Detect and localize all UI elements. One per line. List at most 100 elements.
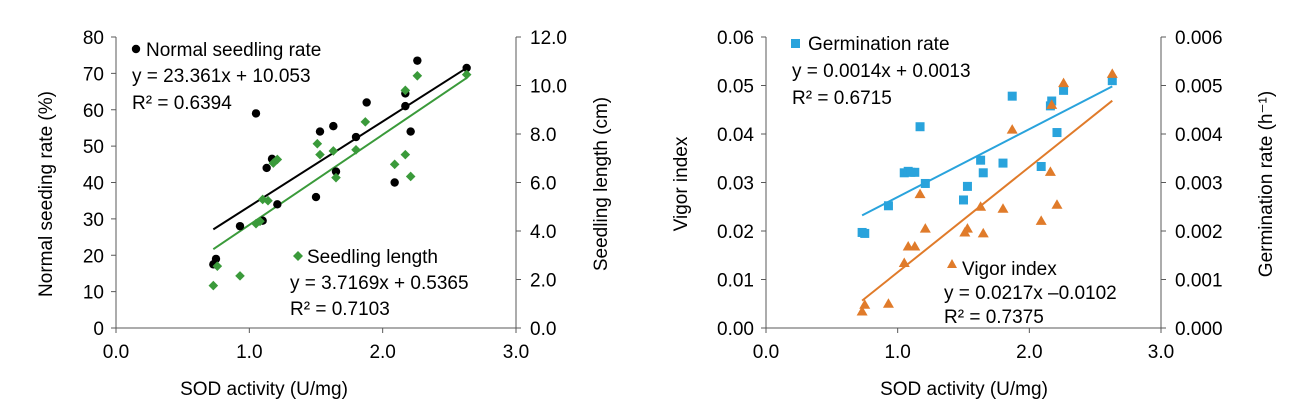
trendline-germination-rate <box>861 85 1113 217</box>
point-seedling-length <box>272 154 283 165</box>
y-axis-label: Vigor index <box>671 136 692 231</box>
point-germination-rate <box>883 201 893 211</box>
y2-tick-label: 0.0 <box>530 319 556 340</box>
point-vigor-index <box>1106 68 1118 78</box>
data-points <box>856 68 1118 316</box>
point-vigor-index <box>909 241 921 251</box>
point-germination-rate <box>1059 85 1069 95</box>
point-germination-rate <box>1052 128 1062 138</box>
y2-tick-label: 0.004 <box>1175 125 1223 146</box>
point-germination-rate <box>1036 161 1046 171</box>
point-seedling-length <box>257 194 268 205</box>
point-normal-seedling-rate <box>235 221 245 231</box>
r2-vigor-index: R² = 0.7375 <box>944 307 1044 328</box>
point-seedling-length <box>251 218 261 229</box>
legend-label-vigor-index: Vigor index <box>962 259 1057 280</box>
y2-tick-label: 2.0 <box>530 271 556 292</box>
r2-seedling-length: R² = 0.7103 <box>290 299 390 320</box>
equation-seedling-length: y = 3.7169x + 0.5365 <box>290 273 469 294</box>
point-vigor-index <box>1044 166 1056 176</box>
x-tick-label: 3.0 <box>503 342 529 363</box>
annotation-seedling-length: Seedling length y = 3.7169x + 0.5365 R² … <box>290 247 469 320</box>
equation-vigor-index: y = 0.0217x –0.0102 <box>944 283 1117 304</box>
x-tick-label: 1.0 <box>236 342 262 363</box>
point-germination-rate <box>962 181 972 191</box>
point-normal-seedling-rate <box>331 167 341 176</box>
point-seedling-length <box>255 216 265 227</box>
point-vigor-index <box>961 223 973 233</box>
point-germination-rate <box>998 158 1008 168</box>
point-normal-seedling-rate <box>262 163 271 173</box>
point-vigor-index <box>997 203 1009 213</box>
point-vigor-index <box>898 257 910 268</box>
y-tick-labels: 0 10 20 30 40 50 60 70 80 <box>83 28 104 340</box>
legend-marker-seedling-length <box>293 251 303 261</box>
point-normal-seedling-rate <box>462 63 471 73</box>
x-axis-label: SOD activity (U/mg) <box>180 379 348 400</box>
point-seedling-length <box>400 149 411 160</box>
y2-tick-label: 8.0 <box>530 125 556 146</box>
trendline-vigor-index <box>861 99 1113 302</box>
y2-tick-label: 10.0 <box>530 77 567 98</box>
point-seedling-length <box>315 149 325 160</box>
point-seedling-length <box>331 172 341 183</box>
point-vigor-index <box>856 306 868 316</box>
x-axis-label: SOD activity (U/mg) <box>880 379 1048 400</box>
x-tick-labels: 0.0 1.0 2.0 3.0 <box>103 342 529 363</box>
point-vigor-index <box>1046 99 1058 109</box>
y2-tick-label: 6.0 <box>530 174 556 195</box>
r2-germination-rate: R² = 0.6715 <box>792 88 892 109</box>
point-seedling-length <box>235 271 245 281</box>
point-vigor-index <box>859 299 871 309</box>
x-tick-label: 3.0 <box>1148 342 1174 363</box>
y2-tick-labels: 0.000 0.001 0.002 0.003 0.004 0.005 0.006 <box>1175 28 1223 340</box>
point-vigor-index <box>882 298 894 308</box>
point-seedling-length <box>412 71 423 81</box>
point-vigor-index <box>1058 77 1070 88</box>
annotation-vigor-index: Vigor index y = 0.0217x –0.0102 R² = 0.7… <box>944 259 1117 328</box>
point-seedling-length <box>208 280 219 291</box>
y-tick-label: 0.06 <box>717 28 754 49</box>
point-seedling-length <box>389 159 400 170</box>
point-seedling-length <box>405 171 416 182</box>
y-tick-label: 10 <box>83 283 104 304</box>
point-germination-rate <box>1007 91 1017 101</box>
y2-tick-label: 4.0 <box>530 222 556 243</box>
point-germination-rate <box>920 178 930 188</box>
y-tick-label: 0.04 <box>717 125 754 146</box>
point-normal-seedling-rate <box>273 200 282 209</box>
point-germination-rate <box>915 122 925 132</box>
point-seedling-length <box>360 117 371 127</box>
point-normal-seedling-rate <box>390 178 399 187</box>
point-germination-rate <box>959 195 968 205</box>
point-seedling-length <box>461 69 472 80</box>
x-tick-label: 1.0 <box>884 342 910 363</box>
point-normal-seedling-rate <box>251 109 261 118</box>
x-tick-label: 0.0 <box>103 342 129 363</box>
trendlines <box>861 85 1113 302</box>
y-tick-label: 0.02 <box>717 222 754 243</box>
point-seedling-length <box>268 158 279 168</box>
point-normal-seedling-rate <box>406 127 415 136</box>
y2-tick-label: 0.005 <box>1175 77 1223 98</box>
x-tick-label: 2.0 <box>369 342 395 363</box>
trendline-seedling-length <box>212 77 468 251</box>
point-normal-seedling-rate <box>413 56 422 65</box>
point-seedling-length <box>328 146 339 156</box>
y-tick-label: 0.01 <box>717 271 754 292</box>
point-vigor-index <box>975 201 987 211</box>
y-tick-label: 60 <box>83 101 104 122</box>
data-points <box>208 56 472 291</box>
point-normal-seedling-rate <box>315 127 325 136</box>
x-tick-labels: 0.0 1.0 2.0 3.0 <box>753 342 1174 363</box>
point-vigor-index <box>1006 124 1018 134</box>
y-tick-label: 30 <box>83 210 104 231</box>
y-axis-label: Normal seeding rate (%) <box>36 91 57 297</box>
y-tick-label: 0.00 <box>717 319 754 340</box>
y2-axis-label: Germination rate (h⁻¹) <box>1256 91 1277 277</box>
point-normal-seedling-rate <box>351 132 361 142</box>
legend-marker-normal-seedling <box>131 44 141 54</box>
point-vigor-index <box>1051 199 1063 209</box>
y2-tick-labels: 0.0 2.0 4.0 6.0 8.0 10.0 12.0 <box>530 28 567 340</box>
